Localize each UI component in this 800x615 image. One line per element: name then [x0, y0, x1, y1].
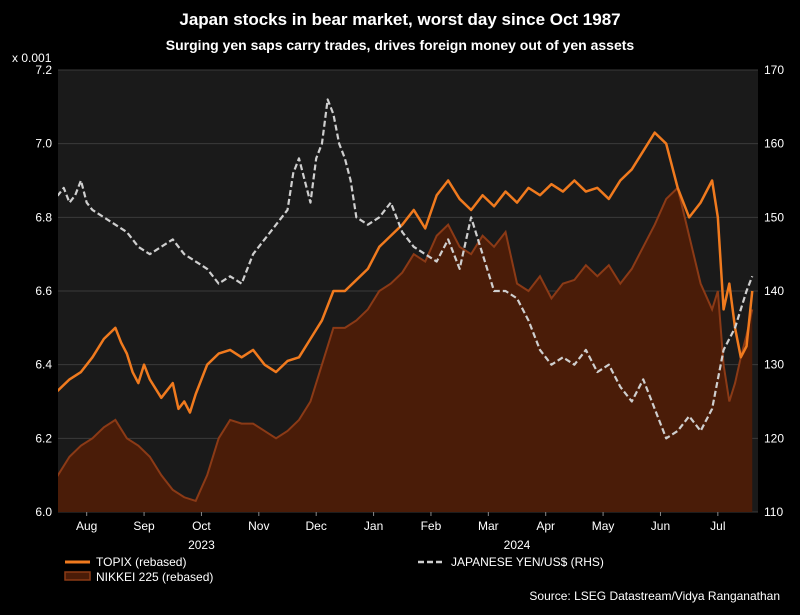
x-axis: Aug Sep Oct Nov Dec Jan Feb Mar Apr May Jun Jul 2023… — [76, 512, 726, 552]
legend-label-topix: TOPIX (rebased) — [96, 555, 186, 569]
right-axis: 170 160 150 140 130 120 110 — [764, 63, 784, 519]
x-tick-label: May — [592, 519, 615, 533]
x-tick-label: Feb — [421, 519, 442, 533]
yen-line — [58, 98, 754, 440]
legend-label-yen: JAPANESE YEN/US$ (RHS) — [451, 555, 604, 569]
x-tick-label: Sep — [133, 519, 155, 533]
x-tick-label: Aug — [76, 519, 97, 533]
x-tick-label: Mar — [478, 519, 499, 533]
legend-label-nikkei: NIKKEI 225 (rebased) — [96, 570, 213, 584]
right-tick-label: 110 — [764, 505, 783, 519]
nikkei-line — [58, 185, 754, 503]
x-year-label: 2023 — [188, 538, 215, 552]
right-tick-label: 120 — [764, 431, 784, 445]
chart-subtitle: Surging yen saps carry trades, drives fo… — [166, 37, 635, 53]
legend-item-topix: TOPIX (rebased) — [65, 555, 186, 569]
x-tick-label: Dec — [306, 519, 327, 533]
x-tick-label: Nov — [248, 519, 269, 533]
legend-item-nikkei: NIKKEI 225 (rebased) — [64, 570, 213, 584]
source-note: Source: LSEG Datastream/Vidya Ranganatha… — [529, 589, 780, 603]
left-tick-label: 7.0 — [35, 137, 52, 151]
nikkei-area — [58, 187, 753, 512]
left-tick-label: 6.0 — [35, 505, 52, 519]
left-axis-unit: x 0.001 — [12, 51, 52, 65]
left-tick-label: 6.4 — [35, 358, 52, 372]
x-tick-label: Jul — [710, 519, 725, 533]
x-tick-label: Jan — [364, 519, 383, 533]
left-axis: 7.2 7.0 6.8 6.6 6.4 6.2 6.0 — [35, 63, 52, 519]
series-layer — [58, 98, 754, 512]
right-tick-label: 130 — [764, 358, 784, 372]
left-tick-label: 6.2 — [35, 431, 52, 445]
series-group — [58, 98, 754, 512]
legend-swatch-nikkei — [64, 571, 91, 581]
x-year-label: 2024 — [504, 538, 531, 552]
right-tick-label: 170 — [764, 63, 784, 77]
legend: TOPIX (rebased) NIKKEI 225 (rebased) JAP… — [64, 555, 604, 584]
right-tick-label: 150 — [764, 210, 784, 224]
left-tick-label: 6.8 — [35, 210, 52, 224]
left-tick-label: 6.6 — [35, 284, 52, 298]
x-tick-label: Apr — [536, 519, 555, 533]
left-tick-label: 7.2 — [35, 63, 52, 77]
topix-line — [58, 131, 754, 414]
right-tick-label: 140 — [764, 284, 784, 298]
chart-title: Japan stocks in bear market, worst day s… — [179, 10, 620, 29]
x-tick-label: Jun — [651, 519, 670, 533]
x-tick-label: Oct — [192, 519, 211, 533]
legend-item-yen: JAPANESE YEN/US$ (RHS) — [418, 555, 604, 569]
right-tick-label: 160 — [764, 137, 784, 151]
